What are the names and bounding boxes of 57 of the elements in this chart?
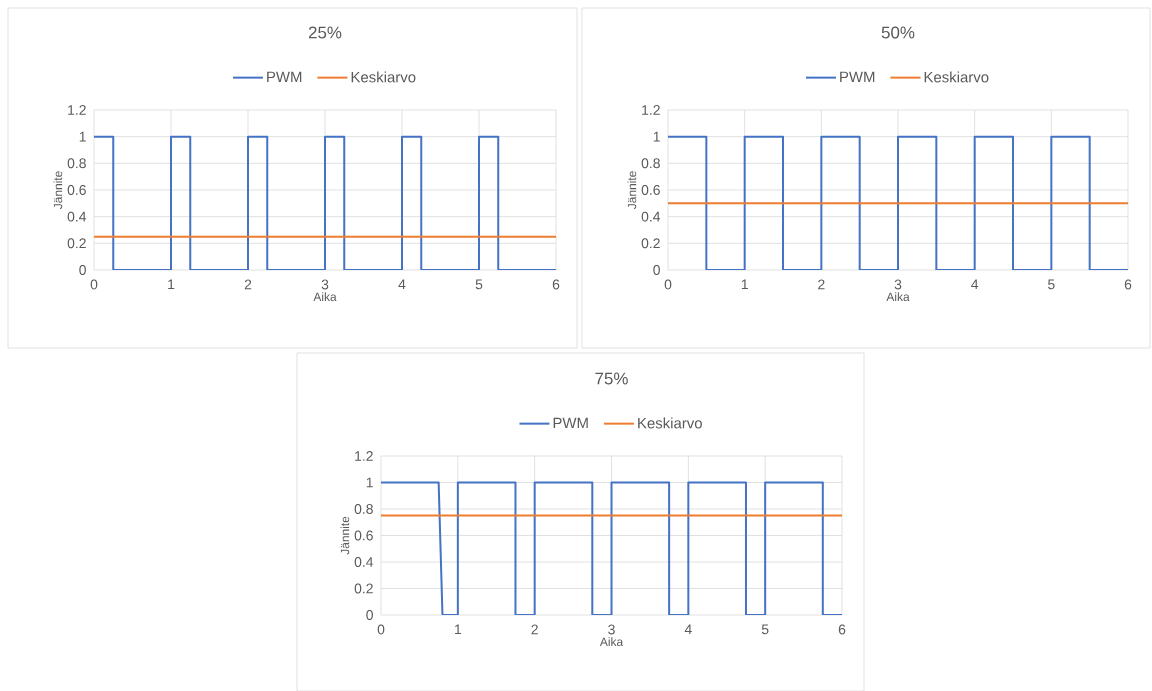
- x-tick-label: 6: [838, 624, 846, 635]
- y-tick-label: 1.2: [68, 104, 86, 115]
- x-tick-label: 6: [1124, 279, 1132, 290]
- legend-label: PWM: [267, 71, 302, 82]
- y-tick-label: 0.4: [641, 211, 661, 222]
- y-tick-label: 1: [653, 131, 660, 142]
- x-tick-label: 1: [455, 624, 462, 634]
- y-tick-label: 1: [79, 131, 86, 142]
- x-axis-title: Aika: [886, 292, 910, 301]
- x-tick-label: 3: [894, 279, 902, 290]
- x-tick-label: 0: [664, 279, 672, 290]
- x-tick-label: 4: [971, 279, 979, 289]
- chart-title: 50%: [881, 26, 915, 39]
- x-tick-label: 6: [552, 279, 560, 290]
- y-tick-label: 1: [366, 477, 373, 488]
- y-axis-title: Jännite: [53, 171, 63, 209]
- y-tick-label: 0: [653, 264, 660, 275]
- y-tick-label: 0.2: [641, 238, 660, 249]
- legend-label: Keskiarvo: [351, 71, 416, 83]
- y-tick-label: 0.6: [354, 530, 373, 541]
- x-tick-label: 2: [818, 279, 825, 290]
- y-tick-label: 0.8: [354, 503, 373, 514]
- x-tick-label: 5: [475, 279, 483, 290]
- legend-label: Keskiarvo: [638, 417, 702, 429]
- y-axis-title: Jännite: [627, 171, 637, 209]
- y-tick-label: 0.4: [354, 556, 374, 567]
- x-tick-label: 2: [244, 279, 252, 290]
- chart-title: 25%: [308, 26, 342, 39]
- x-axis-title: Aika: [313, 292, 337, 301]
- legend-label: Keskiarvo: [924, 71, 989, 83]
- y-tick-label: 0.8: [641, 158, 660, 169]
- y-tick-label: 1.2: [355, 450, 373, 461]
- x-tick-label: 5: [1048, 279, 1055, 290]
- y-tick-label: 0.4: [67, 211, 87, 222]
- x-tick-label: 0: [377, 624, 385, 635]
- x-tick-label: 3: [321, 279, 329, 290]
- x-axis-title: Aika: [599, 637, 624, 646]
- x-tick-label: 1: [168, 279, 175, 289]
- y-tick-label: 0: [79, 264, 86, 275]
- y-tick-label: 0.6: [67, 184, 86, 195]
- legend-label: PWM: [840, 71, 875, 82]
- y-tick-label: 0.2: [354, 583, 373, 594]
- y-tick-label: 0.2: [67, 238, 86, 249]
- x-tick-label: 3: [608, 624, 615, 635]
- chart-title: 75%: [595, 372, 628, 385]
- y-tick-label: 0.6: [641, 184, 660, 195]
- y-tick-label: 0: [366, 609, 373, 620]
- legend-label: PWM: [553, 417, 588, 428]
- y-tick-label: 1.2: [642, 104, 660, 115]
- x-tick-label: 4: [398, 279, 406, 289]
- x-tick-label: 5: [761, 624, 769, 635]
- y-axis-title: Jännite: [340, 516, 350, 555]
- y-tick-label: 0.8: [67, 158, 86, 169]
- x-tick-label: 2: [531, 624, 538, 635]
- x-tick-label: 1: [741, 279, 748, 289]
- x-tick-label: 4: [684, 624, 692, 634]
- x-tick-label: 0: [90, 279, 98, 290]
